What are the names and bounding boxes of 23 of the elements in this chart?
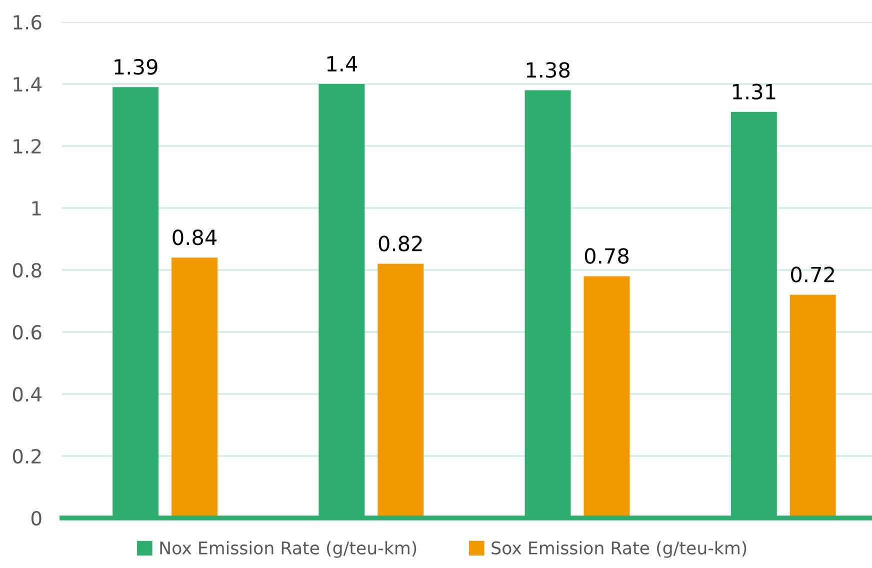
data-label: 1.4 — [327, 56, 358, 72]
data-label: 1.31 — [732, 84, 776, 100]
data-label: 1.39 — [114, 58, 158, 75]
data-label: 0.82 — [378, 236, 422, 252]
bar — [378, 264, 424, 518]
y-tick-label: 0.6 — [12, 324, 42, 340]
data-label: 0.84 — [172, 229, 217, 246]
legend-label: Sox Emission Rate (g/teu-km) — [492, 541, 746, 558]
y-tick-label: 1.6 — [14, 14, 42, 30]
y-tick-label: 1.4 — [14, 77, 42, 92]
bar — [790, 294, 836, 518]
data-label: 1.38 — [526, 62, 570, 78]
y-tick-label: 1.2 — [14, 138, 41, 154]
bar — [172, 258, 218, 518]
data-label: 0.72 — [791, 266, 834, 282]
y-tick-label: 0 — [31, 510, 42, 526]
y-tick-label: 1 — [32, 201, 41, 216]
y-tick-label: 0.2 — [12, 448, 41, 464]
y-tick-label: 0.8 — [12, 262, 42, 278]
data-label: 0.78 — [584, 248, 629, 264]
bar — [584, 276, 630, 518]
legend-label: Nox Emission Rate (g/teu-km) — [160, 541, 416, 558]
y-tick-label: 0.4 — [12, 386, 42, 402]
